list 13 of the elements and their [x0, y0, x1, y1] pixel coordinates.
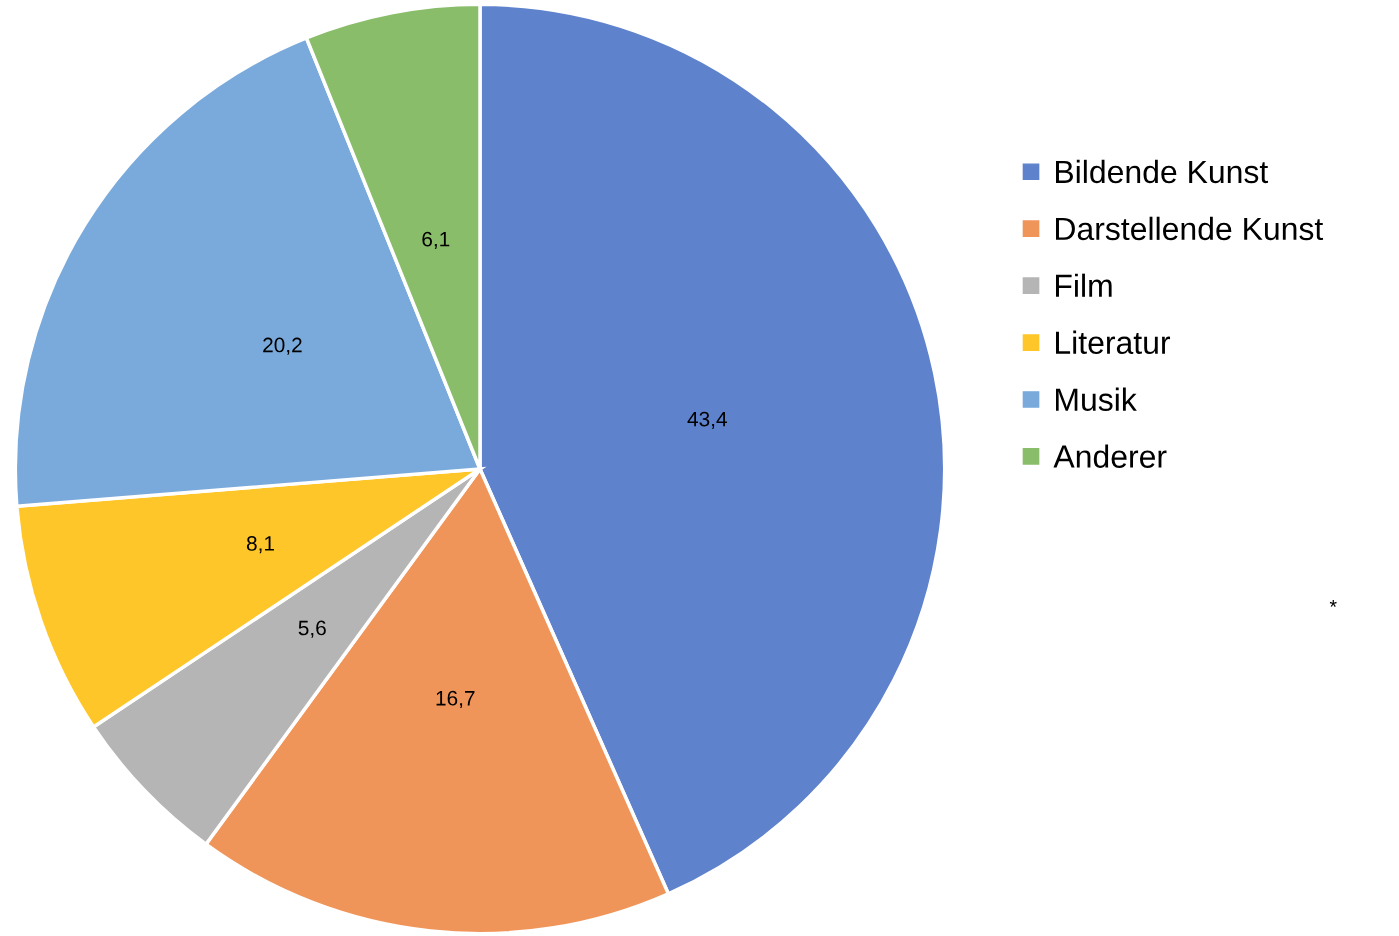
legend-label: Literatur [1056, 330, 1171, 355]
legend-label: Bildende Kunst [1056, 159, 1269, 184]
legend-label: Film [1056, 273, 1112, 297]
data-label: 6,1 [422, 231, 450, 249]
data-label: 16,7 [436, 690, 475, 709]
data-label: 8,1 [246, 536, 274, 554]
data-label: 20,2 [263, 337, 302, 355]
data-label: 5,6 [298, 620, 326, 638]
legend-label: Anderer [1053, 444, 1167, 468]
text: * [1329, 600, 1337, 607]
data-label: 43,4 [687, 411, 727, 429]
legend-label: Darstellende Kunst [1056, 216, 1324, 241]
legend-label: Musik [1056, 387, 1137, 411]
